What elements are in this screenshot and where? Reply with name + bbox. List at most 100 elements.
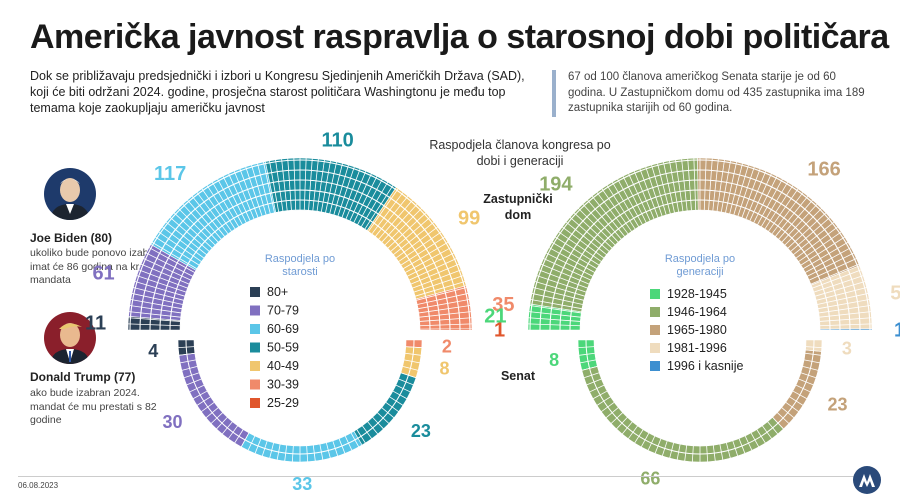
age-house-label-1: 61	[92, 263, 114, 285]
generation-house-spoke	[529, 305, 582, 314]
generation-house-spoke	[733, 164, 749, 215]
age-senate-spoke	[385, 401, 399, 413]
age-house-spoke	[405, 247, 452, 273]
generation-legend-title: Raspodjela po generaciji	[665, 253, 735, 278]
generation-senate-spoke	[798, 378, 814, 386]
generation-senate-segment-1	[581, 365, 784, 463]
generation-house-spoke	[596, 192, 629, 235]
age-senate-spoke	[376, 412, 390, 424]
generation-senate-spoke	[616, 416, 628, 430]
generation-house-spoke	[606, 185, 636, 230]
generation-house-spoke	[784, 208, 822, 246]
generation-house-spoke	[663, 161, 675, 213]
age-senate-spoke	[178, 352, 195, 356]
generation-house-spoke	[693, 158, 697, 211]
age-legend-label-1: 70-79	[267, 304, 299, 318]
generation-house-spoke	[817, 293, 869, 305]
age-legend-swatch-6	[250, 398, 260, 408]
age-house-spoke	[251, 164, 267, 215]
age-house-spoke	[173, 212, 213, 249]
generation-house-spoke	[795, 226, 838, 259]
age-senate-ring	[185, 339, 415, 455]
age-house-spoke	[233, 170, 255, 220]
age-house-spoke	[364, 185, 394, 230]
age-house-spoke	[329, 163, 343, 214]
age-senate-spoke	[201, 401, 215, 413]
age-house-label-3: 110	[322, 130, 354, 152]
age-legend-title-line: starosti	[282, 266, 317, 278]
age-house-spoke	[412, 269, 462, 289]
generation-house-spoke	[819, 323, 872, 327]
age-senate-spoke	[192, 390, 208, 400]
age-house-spoke	[371, 192, 404, 235]
age-house-spoke	[345, 170, 367, 220]
age-house-spoke	[410, 263, 460, 285]
generation-senate-spoke	[776, 412, 790, 424]
generation-senate-ring	[585, 339, 815, 455]
generation-senate-spoke	[605, 407, 619, 419]
age-house-spoke	[217, 178, 243, 225]
age-house-spoke	[312, 158, 319, 211]
age-house-spoke	[415, 281, 466, 297]
generation-house-spoke	[716, 159, 725, 212]
generation-house-spoke	[587, 199, 622, 240]
generation-house-spoke	[657, 163, 671, 214]
generation-house-spoke	[757, 178, 783, 225]
age-house-spoke	[129, 305, 182, 314]
biden-avatar	[44, 168, 96, 220]
age-legend-label-4: 40-49	[267, 359, 299, 373]
age-house-spoke	[419, 323, 472, 327]
generation-senate-spoke	[684, 445, 688, 462]
generation-house-spoke	[790, 217, 831, 252]
age-house-spoke	[419, 317, 472, 322]
age-house-spoke	[360, 181, 389, 228]
age-senate-spoke	[227, 425, 239, 439]
generation-house-spoke	[703, 158, 707, 211]
age-house-spoke	[131, 293, 183, 305]
generation-house-spoke	[708, 158, 713, 211]
age-house-spoke	[418, 305, 471, 314]
age-senate-spoke	[180, 359, 196, 364]
age-senate-spoke	[381, 407, 395, 419]
generation-house-label-2: 166	[807, 158, 840, 180]
generation-house-spoke	[753, 176, 778, 223]
generation-house-spoke	[573, 212, 613, 249]
age-senate-spoke	[261, 440, 268, 457]
age-house-spoke	[374, 195, 409, 237]
age-house-label-4: 99	[458, 207, 480, 229]
age-senate-spoke	[181, 365, 198, 371]
age-legend-title-line: Raspodjela po	[265, 253, 335, 265]
generation-house-spoke	[562, 226, 605, 259]
age-senate-spoke	[186, 378, 202, 386]
age-senate-spoke	[306, 445, 309, 462]
row-label-house-1: Zastupnički	[483, 192, 552, 206]
age-senate-spoke	[392, 390, 408, 400]
age-house-spoke	[395, 226, 438, 259]
generation-house-spoke	[807, 252, 854, 277]
age-legend-swatch-1	[250, 305, 260, 316]
age-house-spoke	[281, 158, 288, 211]
age-house-spoke	[245, 166, 263, 217]
generation-house-label-0: 21	[484, 305, 506, 327]
age-senate-spoke	[178, 346, 195, 349]
generation-legend-title-line: Raspodjela po	[665, 253, 735, 265]
age-house-spoke	[130, 299, 182, 310]
generation-house-spoke	[741, 168, 761, 218]
age-senate-label-1: 30	[163, 412, 183, 432]
generation-senate-spoke	[578, 352, 595, 356]
generation-house-spoke	[528, 311, 581, 318]
generation-house-spoke	[540, 263, 590, 285]
generation-house-spoke	[565, 221, 607, 256]
age-senate-spoke	[332, 440, 339, 457]
age-house-spoke	[211, 181, 240, 228]
generation-house-spoke	[536, 275, 587, 293]
generation-senate-spoke	[805, 346, 822, 349]
generation-house-spoke	[774, 195, 809, 237]
age-senate-spoke	[395, 384, 411, 393]
generation-senate-spoke	[669, 442, 675, 459]
generation-senate-spoke	[581, 365, 598, 371]
generation-legend-swatch-4	[650, 361, 660, 371]
generation-house-spoke	[768, 188, 799, 232]
generation-senate-spoke	[756, 429, 766, 444]
